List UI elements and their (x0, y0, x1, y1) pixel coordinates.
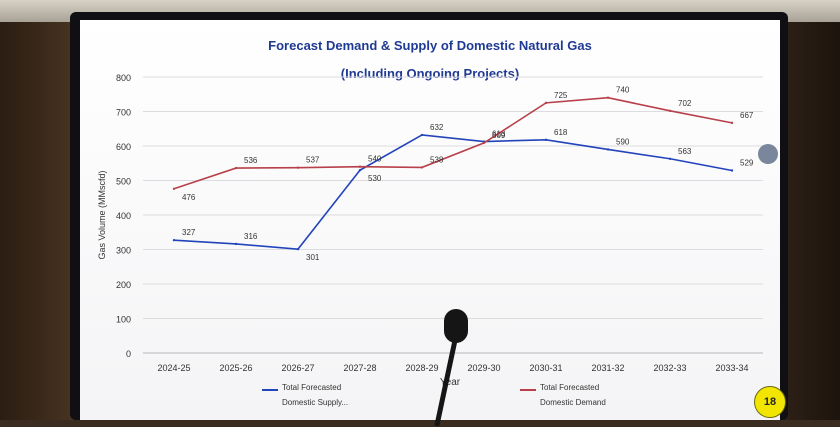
series-line (173, 134, 733, 250)
y-tick-label: 0 (126, 349, 131, 359)
data-point (544, 101, 548, 105)
data-point (358, 165, 362, 168)
x-tick-label: 2032-33 (653, 363, 686, 373)
x-tick-label: 2024-25 (157, 363, 190, 373)
y-tick-label: 300 (116, 246, 131, 256)
data-label: 316 (244, 232, 258, 241)
data-point (730, 121, 734, 125)
y-tick-label: 400 (116, 211, 131, 221)
x-tick-label: 2027-28 (343, 363, 376, 373)
data-label: 538 (430, 155, 444, 164)
data-label: 327 (182, 228, 196, 237)
chart-slide: Forecast Demand & Supply of Domestic Nat… (80, 20, 780, 420)
data-label: 536 (244, 156, 258, 165)
legend-label: Domestic Supply... (282, 398, 348, 407)
legend-label: Total Forecasted (282, 383, 341, 392)
legend-label: Domestic Demand (540, 398, 606, 407)
data-point (234, 242, 238, 246)
data-label: 529 (740, 158, 754, 167)
y-tick-label: 600 (116, 142, 131, 152)
y-tick-label: 700 (116, 108, 131, 118)
side-avatar-button[interactable] (758, 144, 778, 164)
room-background-right (782, 22, 840, 420)
data-label: 530 (368, 174, 382, 183)
data-label: 476 (182, 193, 196, 202)
x-axis-label: Year (440, 377, 461, 388)
data-point (668, 109, 672, 113)
x-tick-label: 2031-32 (591, 363, 624, 373)
data-label: 537 (306, 156, 320, 165)
data-label: 632 (430, 123, 444, 132)
data-point (234, 166, 238, 170)
data-label: 540 (368, 155, 382, 164)
data-label: 609 (492, 131, 506, 140)
legend-label: Total Forecasted (540, 383, 599, 392)
data-label: 618 (554, 128, 568, 137)
data-point (358, 168, 362, 172)
data-point (172, 187, 176, 190)
y-tick-label: 200 (116, 280, 131, 290)
y-tick-label: 100 (116, 315, 131, 325)
data-label: 740 (616, 86, 630, 95)
data-point (420, 166, 424, 169)
data-label: 725 (554, 91, 568, 100)
x-tick-label: 2028-29 (405, 363, 438, 373)
data-point (668, 157, 672, 160)
data-point (544, 138, 548, 141)
chart-title: Forecast Demand & Supply of Domestic Nat… (268, 38, 592, 53)
data-label: 590 (616, 137, 630, 146)
data-point (420, 133, 424, 137)
data-label: 702 (678, 99, 692, 108)
y-axis-label: Gas Volume (MMscfd) (97, 170, 107, 259)
x-tick-label: 2025-26 (219, 363, 252, 373)
room-background-left (0, 22, 80, 420)
y-tick-label: 800 (116, 73, 131, 83)
data-point (296, 166, 300, 169)
microphone-icon (444, 309, 468, 343)
x-tick-label: 2026-27 (281, 363, 314, 373)
y-tick-label: 500 (116, 177, 131, 187)
data-label: 301 (306, 253, 320, 262)
data-point (482, 141, 486, 145)
data-point (172, 238, 176, 242)
series-line (173, 96, 733, 190)
x-tick-label: 2033-34 (715, 363, 748, 373)
line-chart: 0 100 200 300 400 500 600 700 800 2024-25 2025-26 2… (97, 73, 763, 407)
x-tick-label: 2030-31 (529, 363, 562, 373)
page-number-badge: 18 (754, 386, 786, 418)
data-point (606, 148, 610, 151)
data-label: 667 (740, 111, 754, 120)
data-label: 563 (678, 147, 692, 156)
x-tick-label: 2029-30 (467, 363, 500, 373)
data-point (730, 169, 734, 172)
data-point (296, 247, 300, 251)
data-point (606, 96, 610, 99)
